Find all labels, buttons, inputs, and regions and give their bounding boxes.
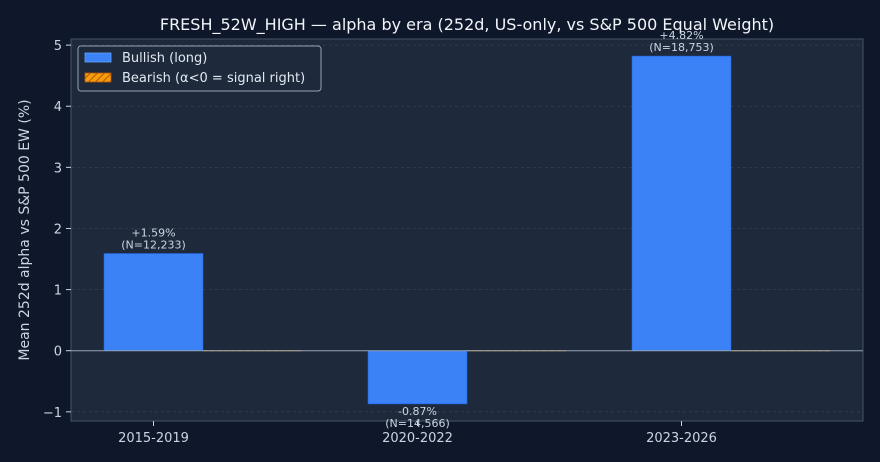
legend-swatch-bullish xyxy=(84,52,112,63)
data-label-count: (N=18,753) xyxy=(649,41,714,54)
data-label-value: +1.59% xyxy=(131,227,175,240)
axes: −1 0 1 2 3 4 5 2015-2019 2020-2022 2023-2026 xyxy=(43,39,863,446)
bars xyxy=(103,55,830,405)
y-tick-label: −1 xyxy=(43,406,62,421)
data-label-count: (N=12,233) xyxy=(121,239,186,252)
y-axis-label: Mean 252d alpha vs S&P 500 EW (%) xyxy=(17,99,33,360)
y-tick-label: 2 xyxy=(54,222,62,237)
bar-bullish xyxy=(631,55,732,352)
data-label-count: (N=14,566) xyxy=(385,417,450,430)
legend-swatch-bearish xyxy=(84,72,112,83)
y-tick-label: 4 xyxy=(54,100,62,115)
x-tick-label: 2023-2026 xyxy=(646,431,717,446)
legend-box xyxy=(77,45,322,92)
bar-bullish xyxy=(103,253,204,352)
y-tick-label: 0 xyxy=(54,345,62,360)
x-tick-label: 2015-2019 xyxy=(118,431,189,446)
x-tick-label: 2020-2022 xyxy=(382,431,453,446)
data-label-value: +4.82% xyxy=(659,29,703,42)
data-labels: +1.59%(N=12,233) -0.87%(N=14,566) +4.82%(N… xyxy=(121,29,714,430)
y-tick-label: 5 xyxy=(54,39,62,54)
legend-label-bearish: Bearish (α<0 = signal right) xyxy=(122,71,305,86)
legend: Bullish (long) Bearish (α<0 = signal rig… xyxy=(77,45,322,92)
y-tick-label: 3 xyxy=(54,161,62,176)
chart-title: FRESH_52W_HIGH — alpha by era (252d, US-… xyxy=(160,15,774,35)
legend-label-bullish: Bullish (long) xyxy=(122,51,207,66)
bar-bullish xyxy=(367,350,468,405)
y-tick-label: 1 xyxy=(54,284,62,299)
data-label-value: -0.87% xyxy=(398,405,437,418)
